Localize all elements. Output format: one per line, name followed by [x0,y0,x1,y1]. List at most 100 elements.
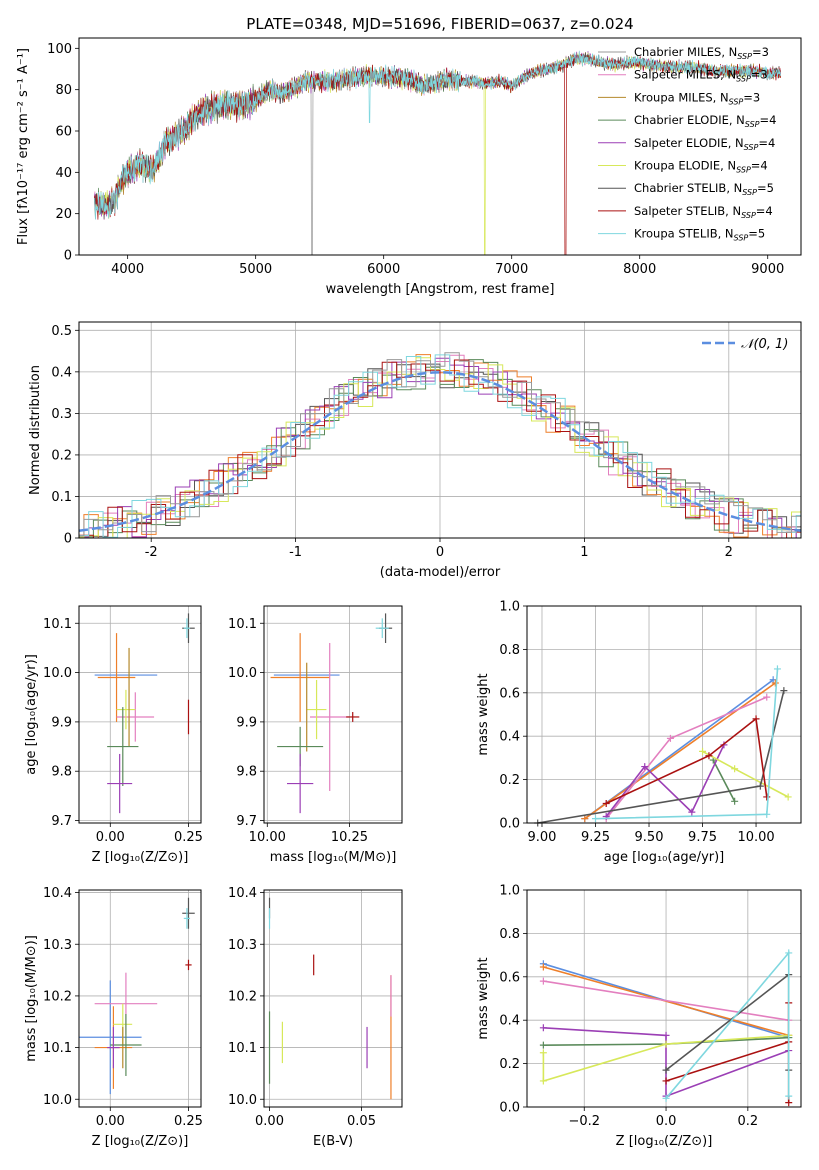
mass_vs_EBV-frame [263,889,403,1108]
tick-label-y: 0.6 [499,970,520,985]
plus-marker [784,793,792,801]
plus-marker [699,747,707,755]
tick-label-y: 80 [55,83,72,98]
tick-label-y: 0.2 [499,1057,520,1072]
data-point [182,897,195,929]
legend-entry-subscript: SSP [734,234,749,243]
tick-label-y: 10.4 [43,886,72,901]
plus-marker [756,782,764,790]
tick-label-x: 9.75 [688,830,717,845]
plus-marker [780,687,788,695]
histogram-series [79,357,801,538]
tick-label-y: 10.1 [228,1041,257,1056]
tick-label-y: 10.2 [228,989,257,1004]
plus-marker [539,1041,547,1049]
histogram-series [79,359,801,538]
tick-label-y: 10.4 [228,886,257,901]
weight-series [709,756,739,805]
weight-line [542,1034,789,1083]
weight-line [537,690,785,824]
weight-line [543,1027,789,1098]
weight-line [665,950,790,1099]
tick-label-y: 1.0 [499,884,520,899]
data-point [97,633,136,722]
data-point [375,618,389,639]
tick-label-x: -1 [289,545,302,560]
legend-entry-suffix: =3 [751,68,768,82]
legend-entry-label: Chabrier ELODIE, N [634,113,745,127]
tick-label-y: 60 [55,125,72,140]
plus-marker [752,715,760,723]
spectrum-series-line [94,50,781,220]
legend-entry-subscript: SSP [744,143,759,152]
weight-line [702,750,789,798]
tick-label-y: 0.8 [499,643,520,658]
legend-entry: Salpeter ELODIE, NSSP=4 [634,136,775,152]
plus-marker [539,1049,547,1057]
axes-age_vs_Z: 0.00 0.25 9.7 9.8 9.9 10.0 10.1 Z [log₁₀(Z/Z⊙)]… [24,606,203,865]
tick-label-x: 8000 [623,262,656,277]
tick-label-y: 0.5 [51,324,72,339]
plus-marker [539,1024,547,1032]
legend-entry-subscript: SSP [741,211,756,220]
tick-label-x: 5000 [239,262,272,277]
tick-label-y: 10.1 [228,617,257,632]
plus-marker [641,763,649,771]
data-point [306,679,327,740]
axis-label-x: age [log₁₀(age/yr)] [604,850,725,865]
tick-label-y: 1.0 [499,600,520,615]
tick-label-y: 0 [64,532,72,547]
legend-entry-subscript: SSP [742,188,757,197]
legend-entry-suffix: =3 [752,45,769,59]
legend-entry: Salpeter STELIB, NSSP=4 [634,204,773,220]
plus-marker [666,734,674,742]
weight-line [543,980,789,1021]
age_vs_Z-frame [78,605,202,824]
legend-entry-subscript: SSP [729,97,744,106]
tick-label-x: 10.00 [737,830,774,845]
legend-entry-suffix: =3 [743,90,760,104]
tick-label-y: 0.6 [499,686,520,701]
tick-label-y: 0.4 [499,1014,520,1029]
histogram-series [79,354,801,538]
legend-entry-subscript: SSP [736,166,751,175]
tick-label-y: 0.2 [51,448,72,463]
tick-label-y: 0.2 [499,773,520,788]
axes-spectrum: 4000 5000 6000 7000 8000 9000 0 20 40 60 80 100 wave… [16,42,784,297]
legend-entry-label: Kroupa ELODIE, N [634,159,736,173]
tick-label-y: 0 [64,249,72,264]
tick-label-x: 4000 [111,262,144,277]
axis-label-y: Flux [fλ10⁻¹⁷ erg cm⁻² s⁻¹ A⁻¹] [16,48,31,245]
plus-marker [592,815,599,823]
tick-label-x: 2 [725,545,733,560]
tick-label-x: 0.25 [174,1114,203,1129]
weights_vs_Z-frame [526,889,802,1108]
legend-entry: Salpeter MILES, NSSP=3 [634,68,768,84]
data-point [287,753,314,814]
axes-weights_vs_Z: −0.2 0.0 0.2 0.0 0.2 0.4 0.6 0.8 1.0 Z [log₁₀(Z/Z… [476,884,801,1149]
legend-entry-label: Kroupa MILES, N [634,90,729,104]
tick-label-y: 0.4 [499,730,520,745]
data-point [79,980,142,1095]
data-point [346,712,360,722]
tick-label-x: 1 [580,545,588,560]
data-point [116,692,155,742]
tick-label-y: 0.1 [51,490,72,505]
tick-label-y: 9.7 [236,814,257,829]
tick-label-y: 9.9 [236,715,257,730]
tick-label-y: 9.8 [51,765,72,780]
legend-entry: Chabrier MILES, NSSP=3 [634,45,769,61]
legend-entry-suffix: =4 [758,136,775,150]
plus-marker [539,977,547,985]
axis-label-y: Normed distribution [28,365,43,495]
data-point [110,1014,142,1076]
plus-marker [662,1031,670,1039]
tick-label-x: 9.50 [635,830,664,845]
tick-label-x: -2 [145,545,158,560]
plus-marker [539,1077,547,1085]
plus-marker [662,1077,670,1085]
tick-label-y: 0.0 [499,817,520,832]
data-point [270,633,330,722]
weight-series [592,665,781,823]
figure-title: PLATE=0348, MJD=51696, FIBERID=0637, z=0… [246,15,633,33]
